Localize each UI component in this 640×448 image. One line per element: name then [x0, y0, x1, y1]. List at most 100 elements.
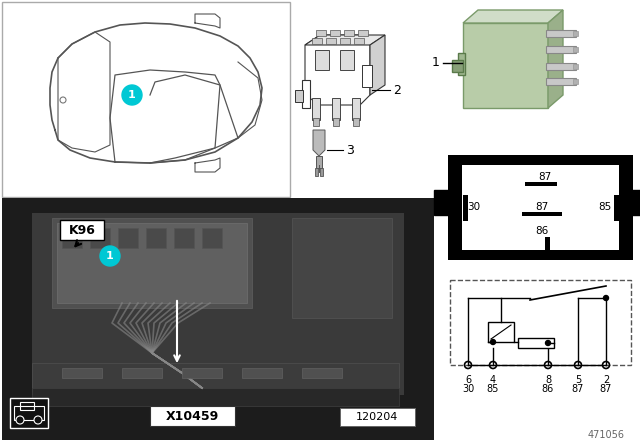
Circle shape — [16, 416, 24, 424]
Text: 4: 4 — [490, 375, 496, 385]
Bar — [316, 30, 326, 36]
Bar — [182, 368, 222, 378]
Text: 85: 85 — [598, 202, 612, 212]
Bar — [463, 195, 468, 221]
Bar — [573, 31, 578, 36]
Bar — [2, 198, 434, 440]
Bar — [546, 30, 576, 37]
Bar — [295, 90, 303, 102]
Polygon shape — [548, 10, 563, 108]
Bar — [302, 80, 310, 108]
Text: 6: 6 — [465, 375, 471, 385]
Bar — [525, 182, 557, 186]
Bar — [118, 228, 138, 248]
Bar — [150, 406, 235, 426]
Bar — [315, 168, 318, 176]
Bar — [358, 30, 368, 36]
Text: 1: 1 — [432, 56, 440, 69]
Text: 2: 2 — [603, 375, 609, 385]
Bar — [340, 50, 354, 70]
Bar — [522, 212, 562, 216]
Bar — [340, 38, 350, 44]
Bar — [463, 23, 548, 108]
Bar — [122, 368, 162, 378]
Circle shape — [545, 340, 550, 345]
Bar — [60, 220, 104, 240]
Bar — [462, 165, 619, 250]
Bar — [434, 190, 450, 215]
Circle shape — [34, 416, 42, 424]
Bar — [90, 228, 110, 248]
Polygon shape — [305, 35, 385, 45]
Text: 471056: 471056 — [588, 430, 625, 440]
Text: 85: 85 — [487, 384, 499, 394]
Bar — [344, 30, 354, 36]
Bar — [448, 155, 633, 260]
Bar — [362, 65, 372, 87]
Bar — [20, 402, 34, 410]
Text: 3: 3 — [346, 143, 354, 156]
Bar — [146, 228, 166, 248]
Text: 30: 30 — [467, 202, 481, 212]
Text: 87: 87 — [538, 172, 552, 182]
Bar — [316, 156, 322, 168]
Bar — [353, 118, 359, 126]
Text: K96: K96 — [68, 224, 95, 237]
Text: 1: 1 — [128, 90, 136, 100]
Bar — [302, 368, 342, 378]
Bar — [573, 79, 578, 84]
Circle shape — [100, 246, 120, 266]
Bar — [354, 38, 364, 44]
Bar — [32, 213, 404, 395]
Bar — [546, 46, 576, 53]
Bar — [292, 218, 392, 318]
Text: 87: 87 — [600, 384, 612, 394]
Bar — [326, 38, 336, 44]
Polygon shape — [305, 35, 370, 105]
Circle shape — [122, 85, 142, 105]
Bar — [174, 228, 194, 248]
Bar — [330, 30, 340, 36]
Bar — [452, 60, 463, 72]
Bar — [313, 118, 319, 126]
Bar — [340, 408, 415, 426]
Text: 87: 87 — [536, 202, 548, 212]
Bar — [546, 78, 576, 85]
Circle shape — [604, 296, 609, 301]
Bar — [52, 218, 252, 308]
Bar — [631, 190, 640, 215]
Text: 8: 8 — [545, 375, 551, 385]
Bar — [312, 38, 322, 44]
Bar — [333, 118, 339, 126]
Text: 86: 86 — [536, 226, 548, 236]
Bar — [450, 280, 631, 365]
Text: 30: 30 — [462, 384, 474, 394]
Bar — [614, 195, 619, 221]
Text: 87: 87 — [572, 384, 584, 394]
Text: 1: 1 — [106, 251, 114, 261]
Bar — [14, 406, 44, 420]
Bar — [242, 368, 282, 378]
Bar — [10, 398, 48, 428]
Bar — [57, 223, 247, 303]
Bar — [315, 50, 329, 70]
Bar — [458, 53, 465, 75]
Bar — [32, 388, 399, 406]
Bar — [545, 237, 550, 253]
Bar — [352, 98, 360, 120]
Bar — [488, 322, 514, 342]
Bar — [62, 368, 102, 378]
Polygon shape — [463, 10, 563, 23]
Bar — [546, 63, 576, 70]
Bar — [312, 98, 320, 120]
Text: 2: 2 — [393, 83, 401, 96]
Bar — [32, 363, 399, 391]
Bar — [332, 98, 340, 120]
Text: 5: 5 — [575, 375, 581, 385]
Text: 120204: 120204 — [356, 412, 398, 422]
Bar — [2, 2, 290, 197]
Bar — [518, 338, 554, 348]
Bar — [202, 228, 222, 248]
Bar — [320, 168, 323, 176]
Circle shape — [490, 340, 495, 345]
